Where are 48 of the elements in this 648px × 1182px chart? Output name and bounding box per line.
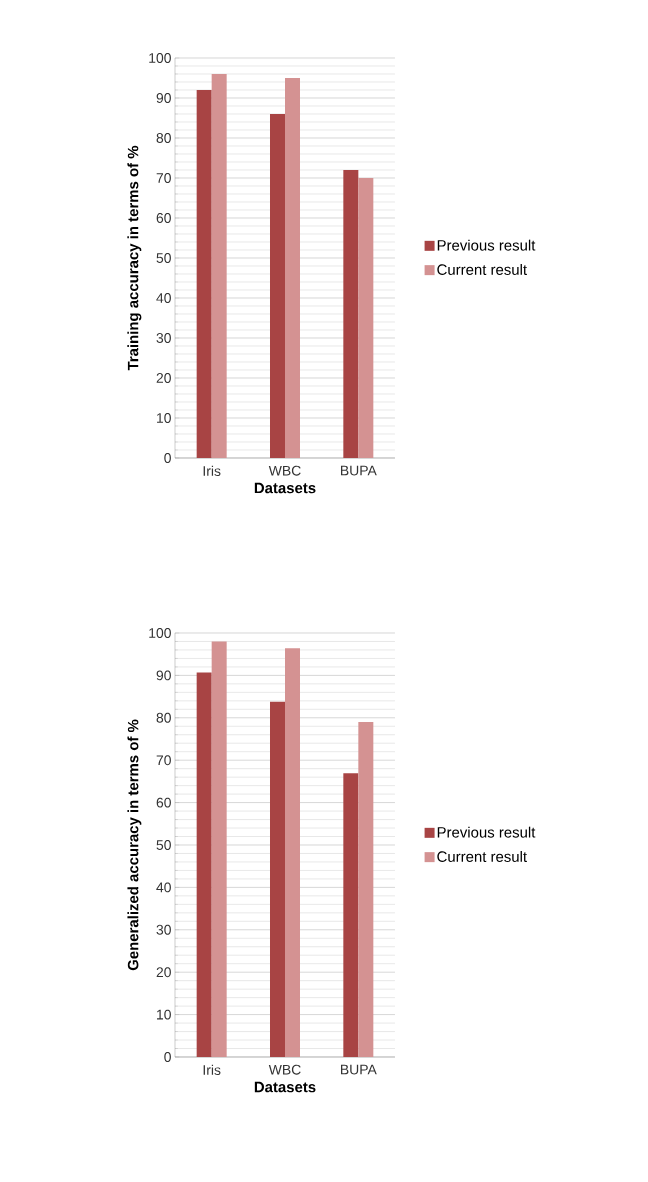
bar <box>343 169 359 458</box>
y-tick-label: 100 <box>149 53 171 63</box>
y-tick-label: 30 <box>156 924 171 935</box>
y-tick-label: 50 <box>156 840 171 850</box>
y-tick-label: 70 <box>156 755 171 766</box>
y-tick-label: 90 <box>156 93 171 103</box>
bar <box>343 773 359 1057</box>
bar <box>270 701 285 1057</box>
legend-label: Current result <box>437 263 527 275</box>
x-axis-title: Datasets <box>254 1081 316 1093</box>
y-tick-label: 30 <box>156 333 171 343</box>
y-axis-title: Training accuracy in terms of % <box>127 145 142 371</box>
x-tick-label: Iris <box>203 465 221 477</box>
x-tick-label: Iris <box>203 1064 221 1076</box>
y-axis-title: Generalized accuracy in terms of % <box>127 719 142 971</box>
bar <box>358 177 374 458</box>
legend-label: Previous result <box>437 826 536 838</box>
x-tick-label: WBC <box>268 1064 301 1075</box>
y-tick-label: 10 <box>157 413 171 423</box>
bar <box>270 113 285 458</box>
bar <box>211 641 227 1057</box>
legend-label: Previous result <box>437 239 536 251</box>
y-tick-label: 10 <box>157 1009 171 1020</box>
y-tick-label: 40 <box>156 293 171 303</box>
bar <box>196 672 212 1057</box>
y-tick-label: 0 <box>164 453 171 463</box>
bar <box>285 77 300 458</box>
y-tick-label: 20 <box>156 967 171 978</box>
bar <box>285 648 300 1057</box>
y-tick-label: 50 <box>156 253 171 263</box>
y-tick-label: 80 <box>156 133 171 143</box>
x-tick-label: WBC <box>268 465 301 476</box>
y-tick-label: 70 <box>156 173 171 183</box>
x-axis-title: Datasets <box>254 482 316 494</box>
x-tick-label: BUPA <box>341 1064 377 1075</box>
legend-label: Current result <box>437 850 527 862</box>
y-tick-label: 60 <box>156 797 171 808</box>
y-tick-label: 100 <box>149 628 171 638</box>
bar <box>211 73 227 458</box>
y-tick-label: 90 <box>156 670 171 681</box>
y-tick-label: 80 <box>156 712 171 723</box>
y-tick-label: 0 <box>164 1052 171 1062</box>
bar <box>196 89 212 458</box>
bar <box>358 722 374 1057</box>
y-tick-label: 20 <box>156 373 171 383</box>
x-tick-label: BUPA <box>341 465 377 476</box>
y-tick-label: 40 <box>156 882 171 893</box>
y-tick-label: 60 <box>156 213 171 223</box>
